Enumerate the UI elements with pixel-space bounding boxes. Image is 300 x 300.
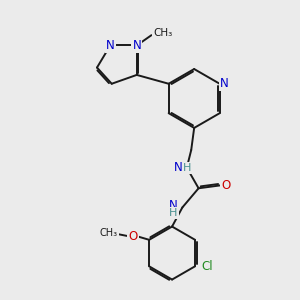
- Text: N: N: [220, 77, 229, 90]
- Text: N: N: [174, 160, 183, 174]
- Text: N: N: [169, 200, 178, 212]
- Text: H: H: [169, 208, 178, 218]
- Text: N: N: [132, 39, 141, 52]
- Text: O: O: [221, 179, 231, 192]
- Text: H: H: [183, 163, 191, 173]
- Text: O: O: [128, 230, 138, 243]
- Text: CH₃: CH₃: [100, 228, 118, 238]
- Text: Cl: Cl: [201, 260, 213, 273]
- Text: N: N: [106, 39, 115, 52]
- Text: CH₃: CH₃: [153, 28, 172, 38]
